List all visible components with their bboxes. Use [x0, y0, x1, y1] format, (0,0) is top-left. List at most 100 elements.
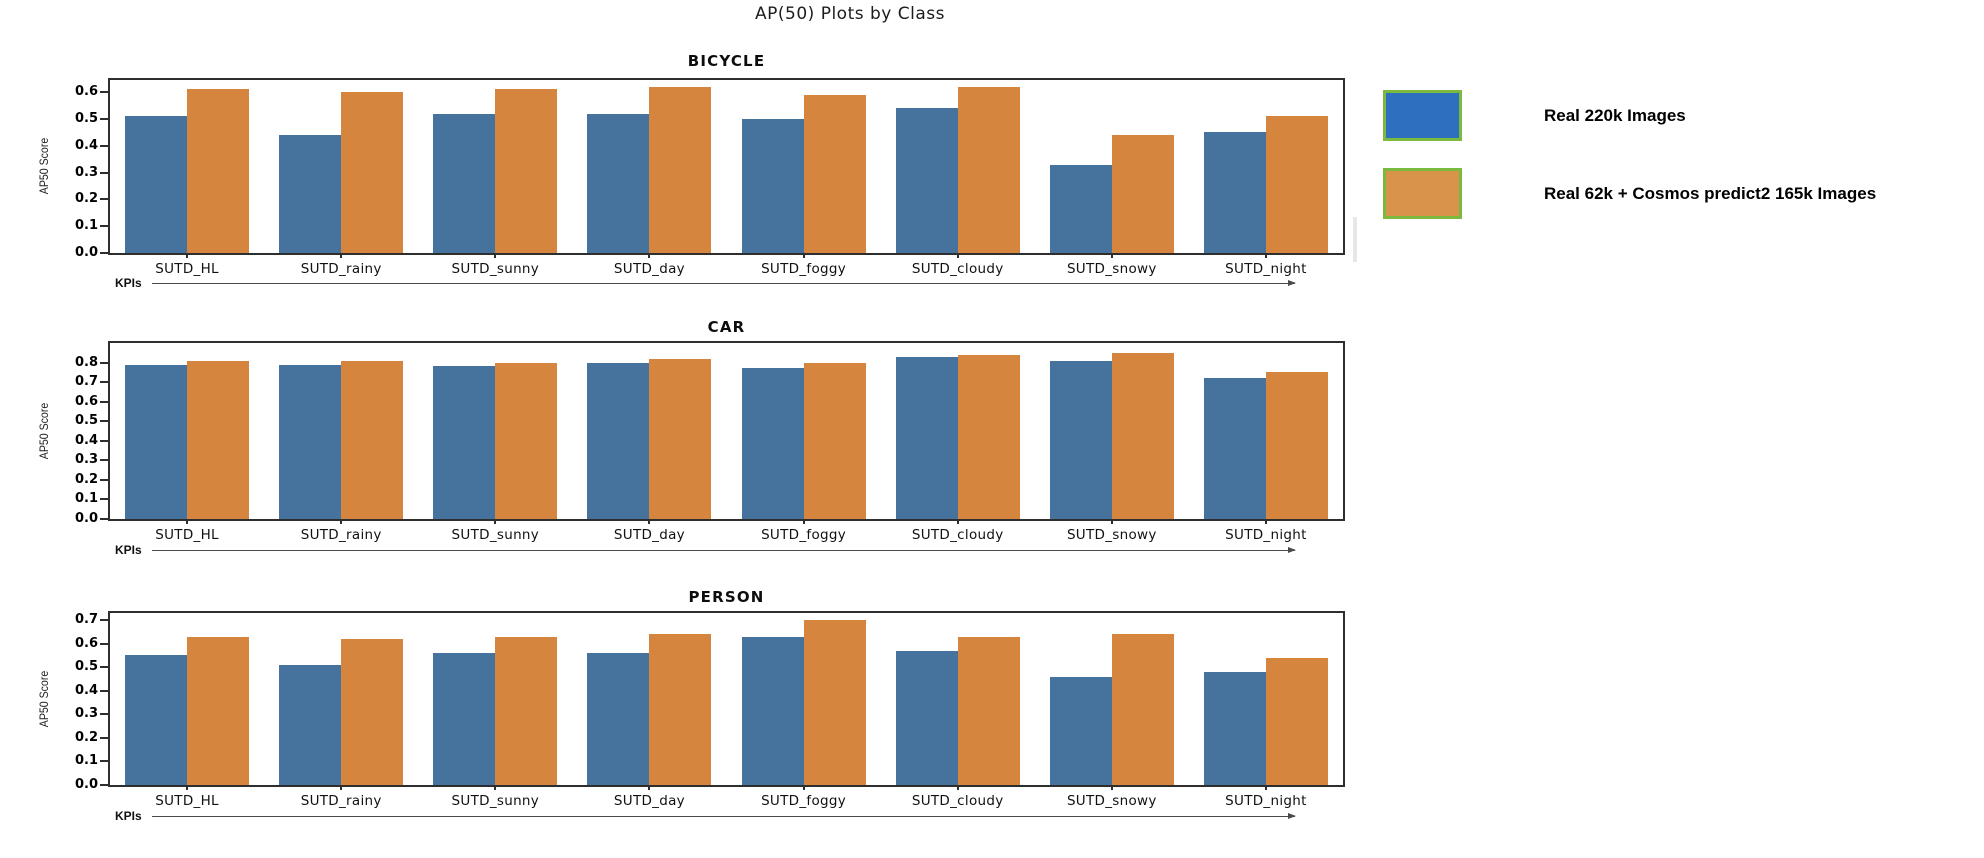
y-tick-label: 0.4	[74, 137, 98, 153]
x-tick-mark	[648, 519, 651, 524]
y-tick-label: 0.1	[74, 491, 98, 507]
y-tick-mark	[100, 420, 108, 423]
y-tick-label: 0.7	[74, 612, 98, 628]
bar-blue	[741, 118, 804, 253]
legend-label: Real 220k Images	[1544, 106, 1686, 125]
x-tick-label: SUTD_snowy	[1066, 527, 1157, 543]
y-tick-mark	[100, 381, 108, 384]
bar-blue	[433, 366, 496, 519]
x-tick-label: SUTD_day	[613, 527, 685, 543]
figure-title: AP(50) Plots by Class	[755, 4, 945, 24]
x-tick-mark	[648, 253, 651, 258]
y-tick-mark	[100, 518, 108, 520]
bar-blue	[741, 636, 804, 785]
bar-orange	[649, 358, 712, 519]
x-axis-label: KPIs	[115, 276, 142, 290]
bar-blue	[125, 655, 188, 785]
bar-blue	[1203, 132, 1266, 253]
x-tick-mark	[802, 519, 805, 524]
y-tick-mark	[100, 459, 108, 462]
bar-orange	[957, 354, 1020, 519]
y-tick-mark	[100, 252, 108, 254]
x-tick-label: SUTD_foggy	[761, 793, 847, 809]
x-axis-arrow-icon	[151, 279, 1297, 286]
bar-orange	[187, 89, 250, 253]
chart-title-person: PERSON	[688, 588, 765, 606]
bar-orange	[341, 638, 404, 785]
bar-blue	[279, 135, 342, 253]
bar-blue	[895, 356, 958, 519]
x-axis-row: KPIs	[115, 543, 1297, 557]
chart-title-car: CAR	[707, 318, 746, 336]
bar-orange	[495, 636, 558, 785]
bar-blue	[1049, 676, 1112, 785]
x-tick-mark	[1110, 785, 1113, 790]
bar-blue	[1049, 164, 1112, 253]
x-axis-label: KPIs	[115, 543, 142, 557]
x-tick-label: SUTD_snowy	[1066, 793, 1157, 809]
bar-orange	[495, 89, 558, 253]
y-tick-label: 0.8	[74, 354, 98, 370]
legend-item: Real 62k + Cosmos predict2 165k Images	[1383, 168, 1876, 219]
y-tick-mark	[100, 198, 108, 201]
x-tick-mark	[186, 253, 189, 258]
y-tick-label: 0.3	[74, 164, 98, 180]
bar-blue	[895, 650, 958, 785]
bar-blue	[587, 113, 650, 253]
y-tick-mark	[100, 689, 108, 692]
plot-area-bicycle: 0.0 0.1 0.2 0.3 0.4 0.5 0.6 SUTD_HL SUTD_rainy SU…	[75, 78, 1345, 277]
chart-title-bicycle: BICYCLE	[687, 52, 766, 70]
bar-blue	[1203, 378, 1266, 519]
bar-blue	[125, 116, 188, 253]
bar-orange	[1265, 116, 1328, 253]
y-tick-mark	[100, 713, 108, 716]
y-tick-label: 0.6	[74, 84, 98, 100]
x-tick-mark	[956, 519, 959, 524]
x-tick-label: SUTD_HL	[155, 527, 219, 543]
bar-blue	[433, 653, 496, 785]
y-tick-label: 0.2	[74, 729, 98, 745]
x-tick-mark	[494, 519, 497, 524]
y-tick-label: 0.1	[74, 218, 98, 234]
bar-blue	[587, 362, 650, 519]
bar-orange	[341, 92, 404, 253]
bar-orange	[803, 94, 866, 253]
y-tick-label: 0.1	[74, 753, 98, 769]
y-tick-mark	[100, 478, 108, 481]
bar-blue	[279, 364, 342, 519]
y-tick-mark	[100, 171, 108, 174]
x-tick-mark	[494, 785, 497, 790]
x-tick-label: SUTD_night	[1225, 527, 1307, 543]
x-tick-mark	[1264, 253, 1267, 258]
y-tick-label: 0.3	[74, 452, 98, 468]
x-axis-label: KPIs	[115, 809, 142, 823]
bar-orange	[957, 86, 1020, 253]
bar-blue	[895, 108, 958, 253]
y-tick-mark	[100, 439, 108, 442]
y-tick-mark	[100, 498, 108, 501]
x-tick-mark	[802, 785, 805, 790]
bar-orange	[187, 636, 250, 785]
y-axis-label: AP50 Score	[39, 402, 51, 460]
bar-blue	[433, 113, 496, 253]
x-tick-label: SUTD_HL	[155, 793, 219, 809]
bar-orange	[1111, 135, 1174, 253]
x-tick-mark	[1264, 785, 1267, 790]
x-tick-mark	[1264, 519, 1267, 524]
plot-area-person: 0.0 0.1 0.2 0.3 0.4 0.5 0.6 0.7 SUTD_HL SUTD_rain…	[75, 611, 1345, 809]
legend-swatch-orange	[1383, 168, 1462, 219]
bar-blue	[1049, 360, 1112, 519]
y-tick-label: 0.4	[74, 682, 98, 698]
y-tick-mark	[100, 144, 108, 147]
x-tick-mark	[186, 519, 189, 524]
x-tick-label: SUTD_sunny	[451, 261, 540, 277]
bar-orange	[957, 636, 1020, 785]
x-tick-mark	[1110, 519, 1113, 524]
bar-orange	[341, 360, 404, 519]
bar-orange	[187, 360, 250, 519]
x-tick-mark	[340, 519, 343, 524]
x-tick-mark	[956, 785, 959, 790]
y-tick-label: 0.2	[74, 471, 98, 487]
y-tick-label: 0.6	[74, 635, 98, 651]
